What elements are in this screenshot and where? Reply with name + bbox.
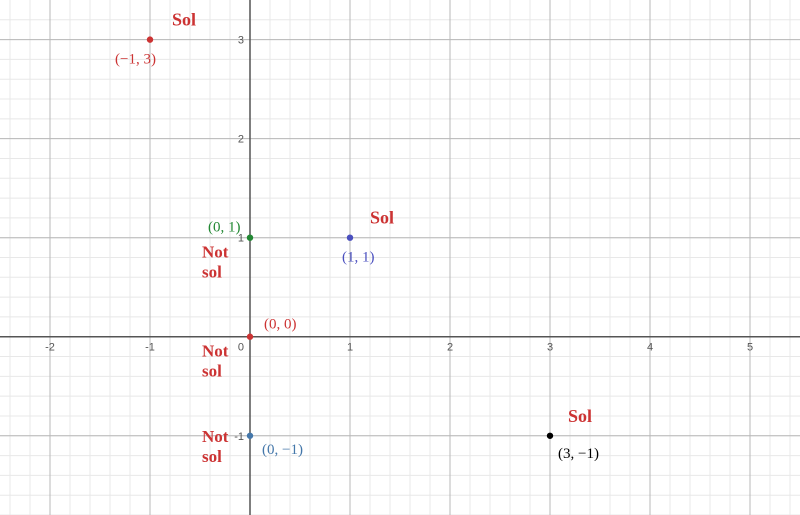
point-coord-label: (1, 1) (342, 250, 375, 266)
data-point (547, 433, 553, 439)
svg-text:2: 2 (238, 134, 244, 146)
data-point (347, 234, 353, 240)
svg-text:-2: -2 (45, 342, 55, 354)
svg-text:3: 3 (547, 342, 553, 354)
svg-text:2: 2 (447, 342, 453, 354)
point-status-label: sol (202, 362, 222, 381)
point-status-label: Not (202, 243, 229, 262)
coordinate-plane-chart: -2-112345-11230(−1, 3)Sol(0, 1)Notsol(1,… (0, 0, 800, 515)
point-coord-label: (0, −1) (262, 442, 303, 458)
data-point (247, 234, 253, 240)
svg-text:-1: -1 (234, 431, 244, 443)
point-coord-label: (−1, 3) (115, 52, 156, 68)
point-status-label: Sol (370, 208, 394, 228)
svg-text:5: 5 (747, 342, 753, 354)
point-status-label: sol (202, 263, 222, 282)
svg-text:-1: -1 (145, 342, 155, 354)
data-point (147, 36, 153, 42)
svg-text:0: 0 (238, 342, 244, 354)
point-status-label: sol (202, 447, 222, 466)
point-coord-label: (0, 1) (208, 220, 241, 236)
chart-svg: -2-112345-11230(−1, 3)Sol(0, 1)Notsol(1,… (0, 0, 800, 515)
svg-text:4: 4 (647, 342, 653, 354)
point-coord-label: (3, −1) (558, 446, 599, 462)
point-status-label: Not (202, 342, 229, 361)
point-status-label: Not (202, 427, 229, 446)
data-point (247, 433, 253, 439)
point-coord-label: (0, 0) (264, 317, 297, 333)
point-status-label: Sol (568, 406, 592, 426)
svg-text:3: 3 (238, 35, 244, 47)
svg-text:1: 1 (347, 342, 353, 354)
data-point (247, 334, 253, 340)
point-status-label: Sol (172, 10, 196, 30)
